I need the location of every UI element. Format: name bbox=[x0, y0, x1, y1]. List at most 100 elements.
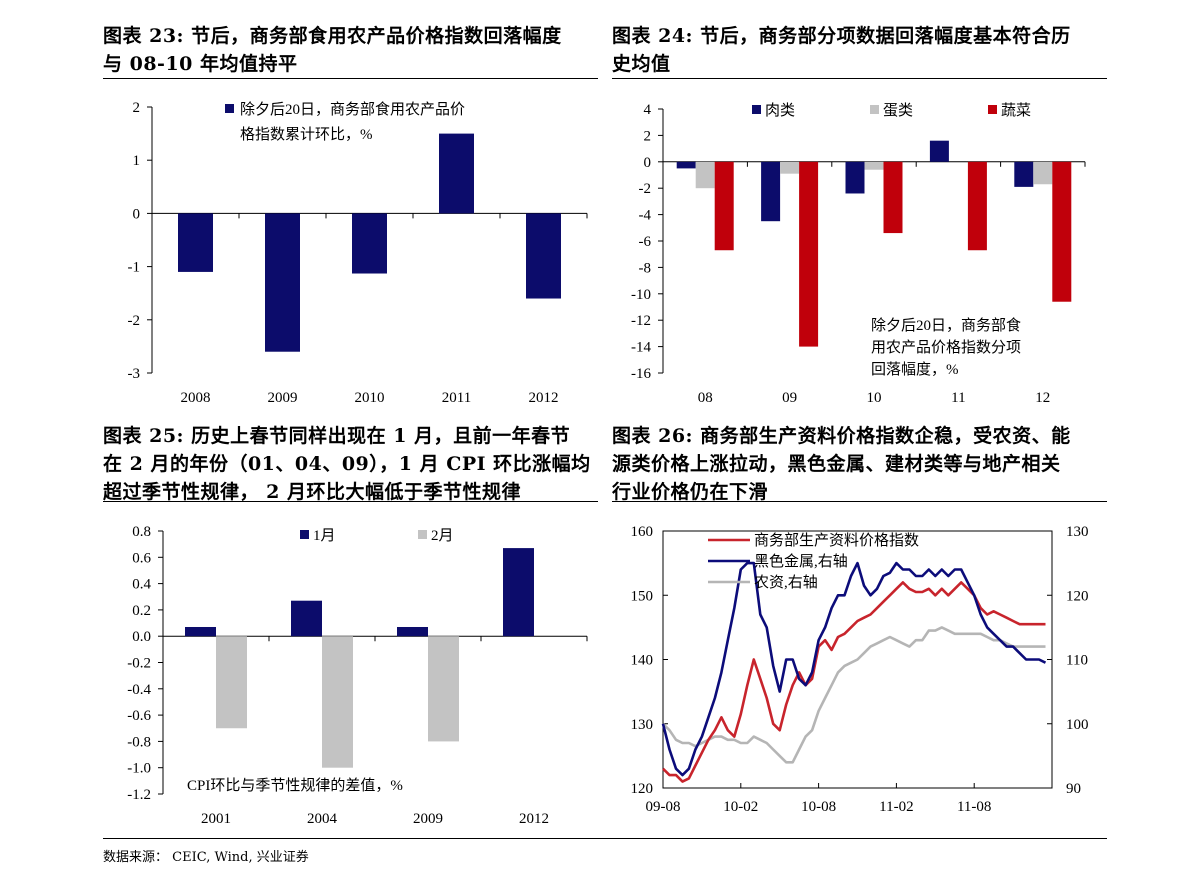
bar-3 bbox=[967, 161, 987, 251]
title-line: 与 08-10 年均值持平 bbox=[103, 53, 298, 75]
y-tick-label: 0.8 bbox=[132, 524, 151, 540]
x-tick-label: 11-08 bbox=[957, 799, 991, 815]
x-tick-label: 10 bbox=[867, 390, 882, 406]
x-tick-label: 2012 bbox=[519, 811, 549, 827]
y-left-tick-label: 140 bbox=[631, 653, 654, 669]
x-tick-label: 2009 bbox=[413, 811, 443, 827]
panel-24-title: 图表 24: 节后，商务部分项数据回落幅度基本符合历 史均值 bbox=[612, 22, 1102, 78]
x-tick-label: 08 bbox=[698, 390, 713, 406]
y-tick-label: -2 bbox=[128, 313, 141, 329]
bar-1 bbox=[352, 213, 387, 274]
x-tick-label: 2004 bbox=[307, 811, 338, 827]
legend-label: 农资,右轴 bbox=[754, 574, 818, 591]
y-tick-label: -0.6 bbox=[127, 708, 151, 724]
y-tick-label: 1 bbox=[133, 153, 141, 169]
y-left-tick-label: 150 bbox=[631, 588, 654, 604]
y-left-tick-label: 120 bbox=[631, 781, 654, 797]
legend-label: 肉类 bbox=[765, 102, 795, 119]
legend-label: 黑色金属,右轴 bbox=[754, 553, 848, 570]
y-left-tick-label: 130 bbox=[631, 717, 654, 733]
legend-swatch bbox=[225, 104, 234, 113]
y-right-tick-label: 90 bbox=[1066, 781, 1081, 797]
y-tick-label: 2 bbox=[644, 128, 652, 144]
panel-23-title: 图表 23: 节后，商务部食用农产品价格指数回落幅度 与 08-10 年均值持平 bbox=[103, 22, 593, 78]
y-tick-label: -1 bbox=[128, 260, 141, 276]
bar-1 bbox=[185, 626, 216, 637]
legend-swatch bbox=[870, 105, 879, 114]
y-tick-label: 0 bbox=[644, 155, 652, 171]
title-rule bbox=[612, 78, 1107, 79]
x-tick-label: 10-08 bbox=[801, 799, 836, 815]
y-tick-label: 2 bbox=[133, 100, 141, 116]
y-left-tick-label: 160 bbox=[631, 524, 654, 540]
title-line: 图表 24: 节后，商务部分项数据回落幅度基本符合历 bbox=[612, 25, 1071, 47]
y-right-tick-label: 100 bbox=[1066, 717, 1089, 733]
x-tick-label: 2001 bbox=[201, 811, 231, 827]
y-tick-label: -1.0 bbox=[127, 761, 151, 777]
bar-2 bbox=[216, 636, 247, 729]
bar-3 bbox=[799, 161, 819, 347]
y-right-tick-label: 130 bbox=[1066, 524, 1089, 540]
x-tick-label: 2010 bbox=[355, 390, 385, 406]
bar-3 bbox=[883, 161, 903, 234]
x-tick-label: 2008 bbox=[181, 390, 211, 406]
series-line-1 bbox=[662, 581, 1046, 783]
title-line: 史均值 bbox=[612, 53, 671, 75]
y-tick-label: -12 bbox=[631, 313, 651, 329]
legend-label: 格指数累计环比，% bbox=[240, 126, 373, 143]
bar-3 bbox=[714, 161, 734, 251]
panel-25-title: 图表 25: 历史上春节同样出现在 1 月，且前一年春节 在 2 月的年份（01… bbox=[103, 422, 593, 506]
title-line: 图表 26: 商务部生产资料价格指数企稳，受农资、能 bbox=[612, 425, 1071, 447]
x-tick-label: 2012 bbox=[529, 390, 559, 406]
y-tick-label: -3 bbox=[128, 366, 141, 382]
y-tick-label: -0.2 bbox=[127, 656, 151, 672]
y-tick-label: -16 bbox=[631, 366, 651, 382]
legend-swatch bbox=[418, 530, 427, 539]
y-right-tick-label: 120 bbox=[1066, 588, 1089, 604]
x-tick-label: 11 bbox=[951, 390, 965, 406]
y-tick-label: -8 bbox=[639, 260, 652, 276]
bar-1 bbox=[439, 133, 474, 214]
y-tick-label: 0.6 bbox=[132, 550, 151, 566]
bar-1 bbox=[265, 213, 300, 352]
bar-1 bbox=[761, 161, 781, 222]
bar-1 bbox=[291, 600, 322, 637]
y-tick-label: -10 bbox=[631, 287, 651, 303]
bar-2 bbox=[428, 636, 459, 742]
y-tick-label: 0.2 bbox=[132, 603, 151, 619]
title-line: 行业价格仍在下滑 bbox=[612, 481, 769, 503]
legend-swatch bbox=[300, 530, 309, 539]
legend-label: 蔬菜 bbox=[1001, 102, 1031, 119]
legend-swatch bbox=[752, 105, 761, 114]
y-tick-label: -2 bbox=[639, 181, 652, 197]
bar-2 bbox=[780, 161, 800, 174]
y-tick-label: 4 bbox=[644, 102, 652, 118]
bar-2 bbox=[695, 161, 715, 189]
bar-1 bbox=[178, 213, 213, 272]
title-rule bbox=[612, 501, 1107, 502]
title-line: 超过季节性规律， 2 月环比大幅低于季节性规律 bbox=[103, 481, 521, 503]
bar-1 bbox=[526, 213, 561, 299]
x-tick-label: 09 bbox=[782, 390, 797, 406]
x-tick-label: 2011 bbox=[442, 390, 471, 406]
y-tick-label: -4 bbox=[639, 208, 652, 224]
title-rule bbox=[103, 501, 598, 502]
annotation: 用农产品价格指数分项 bbox=[871, 339, 1021, 356]
legend-label: 1月 bbox=[313, 528, 336, 544]
bar-1 bbox=[676, 161, 696, 169]
series-line-3 bbox=[662, 626, 1046, 764]
y-tick-label: 0 bbox=[133, 206, 141, 222]
title-line: 源类价格上涨拉动，黑色金属、建材类等与地产相关 bbox=[612, 453, 1061, 475]
bar-2 bbox=[322, 636, 353, 768]
y-tick-label: 0.4 bbox=[132, 577, 151, 593]
bar-2 bbox=[864, 161, 884, 170]
bar-2 bbox=[1033, 161, 1053, 185]
bar-1 bbox=[503, 548, 534, 637]
legend-label: 除夕后20日，商务部食用农产品价 bbox=[240, 101, 465, 118]
bar-1 bbox=[1014, 161, 1034, 187]
title-line: 图表 25: 历史上春节同样出现在 1 月，且前一年春节 bbox=[103, 425, 571, 447]
bar-1 bbox=[845, 161, 865, 194]
x-tick-label: 11-02 bbox=[879, 799, 913, 815]
y-tick-label: 0.0 bbox=[132, 629, 151, 645]
y-right-tick-label: 110 bbox=[1066, 653, 1088, 669]
